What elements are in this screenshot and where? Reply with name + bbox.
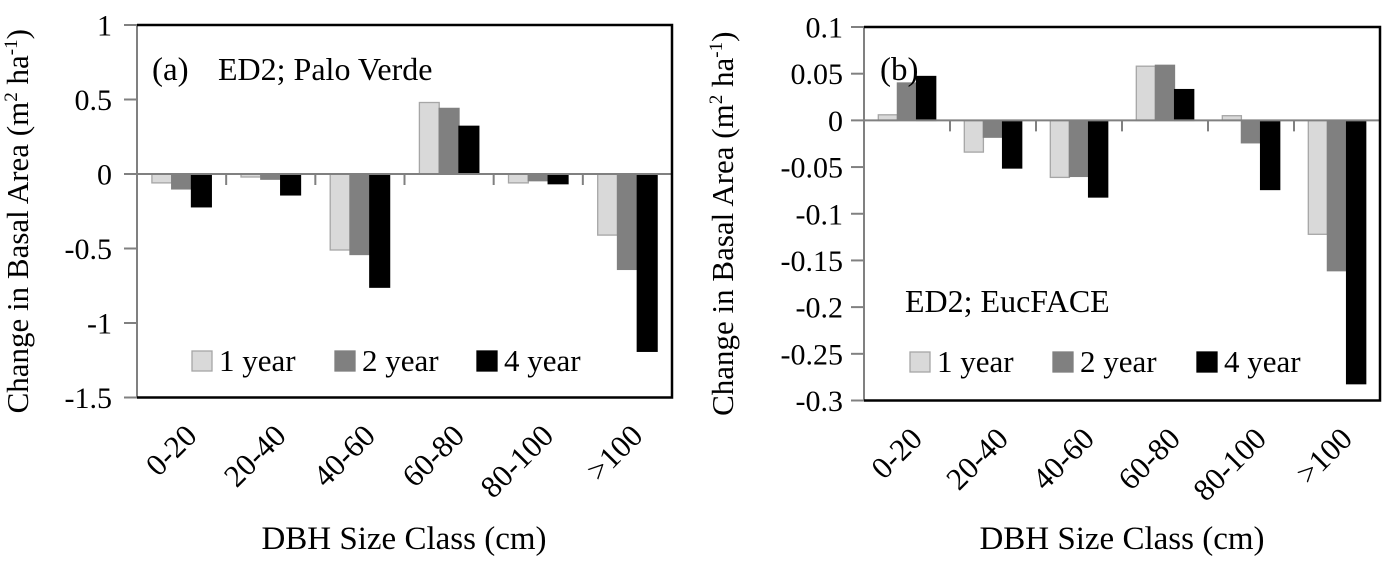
bar-1-year-0-20 [151,173,173,184]
x-category-label: >100 [579,418,649,488]
bar-2-year-20-40 [982,119,1004,138]
bar-4-year-80-100 [547,173,569,185]
y-axis-title: Change in Basal Area (m2​ ha-1​) [0,29,35,413]
bar-1-year-40-60 [329,173,351,251]
y-tick-label: -0.1 [796,198,844,231]
bar-4-year-60-80 [1173,88,1195,122]
bar-4-year->100 [1345,119,1367,385]
x-axis-title: DBH Size Class (cm) [979,521,1264,557]
legend-label: 2 year [1080,344,1157,379]
y-tick-label: -0.05 [781,152,844,185]
plot-border [864,25,1382,402]
x-category-label: 60-80 [1111,421,1187,497]
legend-label: 2 year [362,343,439,378]
bar-2-year->100 [616,173,638,271]
bars [877,64,1367,385]
x-category-label: 40-60 [1025,421,1101,497]
bar-4-year-40-60 [1087,119,1109,198]
bar-4-year-0-20 [190,173,212,208]
x-category-label: 20-40 [939,421,1015,497]
bar-2-year-80-100 [1240,119,1262,144]
bar-1-year->100 [597,173,619,236]
bar-4-year-40-60 [369,173,391,288]
legend-swatch-1-year [909,351,931,373]
y-tick-label: -0.2 [796,292,844,325]
x-category-label: 0-20 [139,418,204,483]
bar-2-year-60-80 [438,107,460,175]
legend-label: 1 year [937,344,1014,379]
bar-1-year-80-100 [507,173,529,184]
bar-2-year-0-20 [171,173,193,190]
site-label: ED2; EucFACE [905,283,1110,319]
legend-swatch-4-year [476,350,498,372]
y-tick-label: -1 [87,308,112,341]
legend-swatch-2-year [334,350,356,372]
bar-1-year-40-60 [1049,119,1071,179]
bar-1-year->100 [1307,119,1329,235]
y-tick-label: 0 [828,105,843,138]
bar-2-year-60-80 [1154,64,1176,122]
bar-1-year-60-80 [418,101,440,175]
chart-panel-a: 1 0.5 0 -0.5 -1 -1.5 0-20 20-40 40-60 60-80 80-100… [0,10,674,557]
panel-label: (a) [152,52,189,88]
bar-2-year-40-60 [349,173,371,256]
y-tick-label: -1.5 [65,382,113,415]
bar-1-year-20-40 [963,119,985,153]
plot-border [137,23,674,399]
bar-4-year->100 [636,173,658,352]
legend-label: 4 year [1224,344,1301,379]
bar-4-year-20-40 [1001,119,1023,169]
x-category-label: 60-80 [395,418,471,494]
x-category-label: 40-60 [306,418,382,494]
bars [151,101,658,352]
bar-4-year-80-100 [1259,119,1281,191]
legend: 1 year 2 year 4 year [909,344,1301,379]
legend-label: 4 year [504,343,581,378]
legend: 1 year 2 year 4 year [191,343,581,378]
y-tick-label: 1 [97,10,112,43]
bar-2-year-40-60 [1068,119,1090,178]
y-tick-label: -0.3 [796,385,844,418]
legend-swatch-4-year [1196,351,1218,373]
legend-swatch-1-year [191,350,213,372]
bar-4-year-20-40 [280,173,302,196]
y-axis-title: Change in Basal Area (m2​ ha-1​) [705,32,740,416]
legend-swatch-2-year [1052,351,1074,373]
panel-label: (b) [880,52,918,88]
y-tick-label: 0.05 [791,58,844,91]
bar-2-year-80-100 [527,173,549,182]
y-tick-label: 0.1 [806,12,844,45]
y-tick-label: -0.5 [65,233,113,266]
site-label: ED2; Palo Verde [218,51,432,87]
y-tick-label: 0 [97,159,112,192]
x-category-label: 0-20 [864,421,929,486]
y-tick-label: 0.5 [75,84,113,117]
bar-2-year-0-20 [896,82,918,121]
x-category-label: 80-100 [1186,421,1273,508]
y-tick-label: -0.25 [781,338,844,371]
bar-2-year->100 [1326,119,1348,272]
chart-panel-b: 0.10.050-0.05-0.1-0.15-0.2-0.25-0.30-20 2… [705,12,1382,557]
bar-4-year-60-80 [458,125,480,175]
x-category-label: 20-40 [217,418,293,494]
bar-4-year-0-20 [915,75,937,122]
x-category-label: 80-100 [473,418,560,505]
legend-label: 1 year [219,343,296,378]
x-axis-title: DBH Size Class (cm) [261,521,546,557]
bar-1-year-60-80 [1135,65,1157,122]
x-category-label: >100 [1289,421,1359,491]
y-tick-label: -0.15 [781,245,844,278]
